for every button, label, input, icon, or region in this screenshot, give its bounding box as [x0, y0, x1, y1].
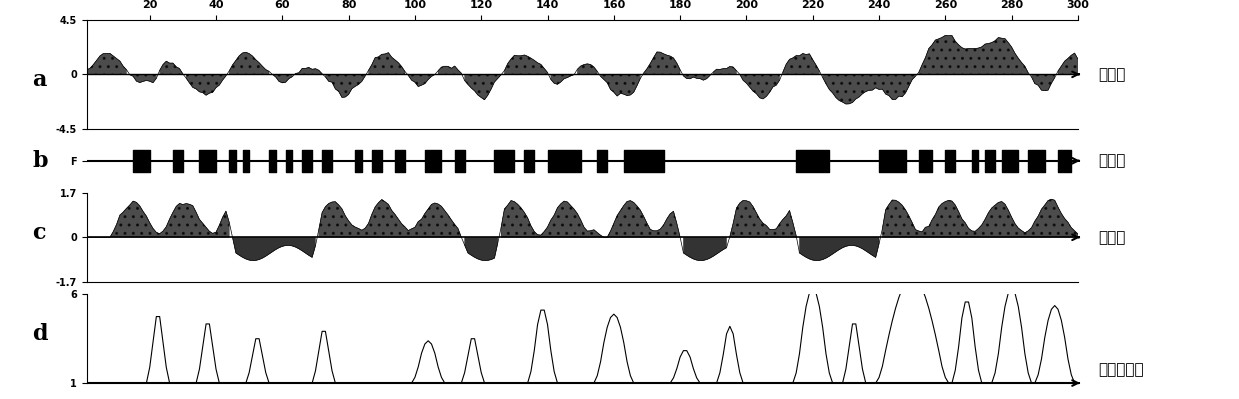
Text: c: c	[32, 222, 46, 244]
Text: 柔韧性: 柔韧性	[1098, 153, 1125, 168]
Text: 亲水性: 亲水性	[1098, 67, 1125, 82]
Text: 表面可及性: 表面可及性	[1098, 362, 1144, 377]
Text: d: d	[32, 323, 48, 345]
Text: b: b	[32, 150, 48, 172]
Text: a: a	[32, 69, 47, 91]
Text: 抗原性: 抗原性	[1098, 230, 1125, 245]
